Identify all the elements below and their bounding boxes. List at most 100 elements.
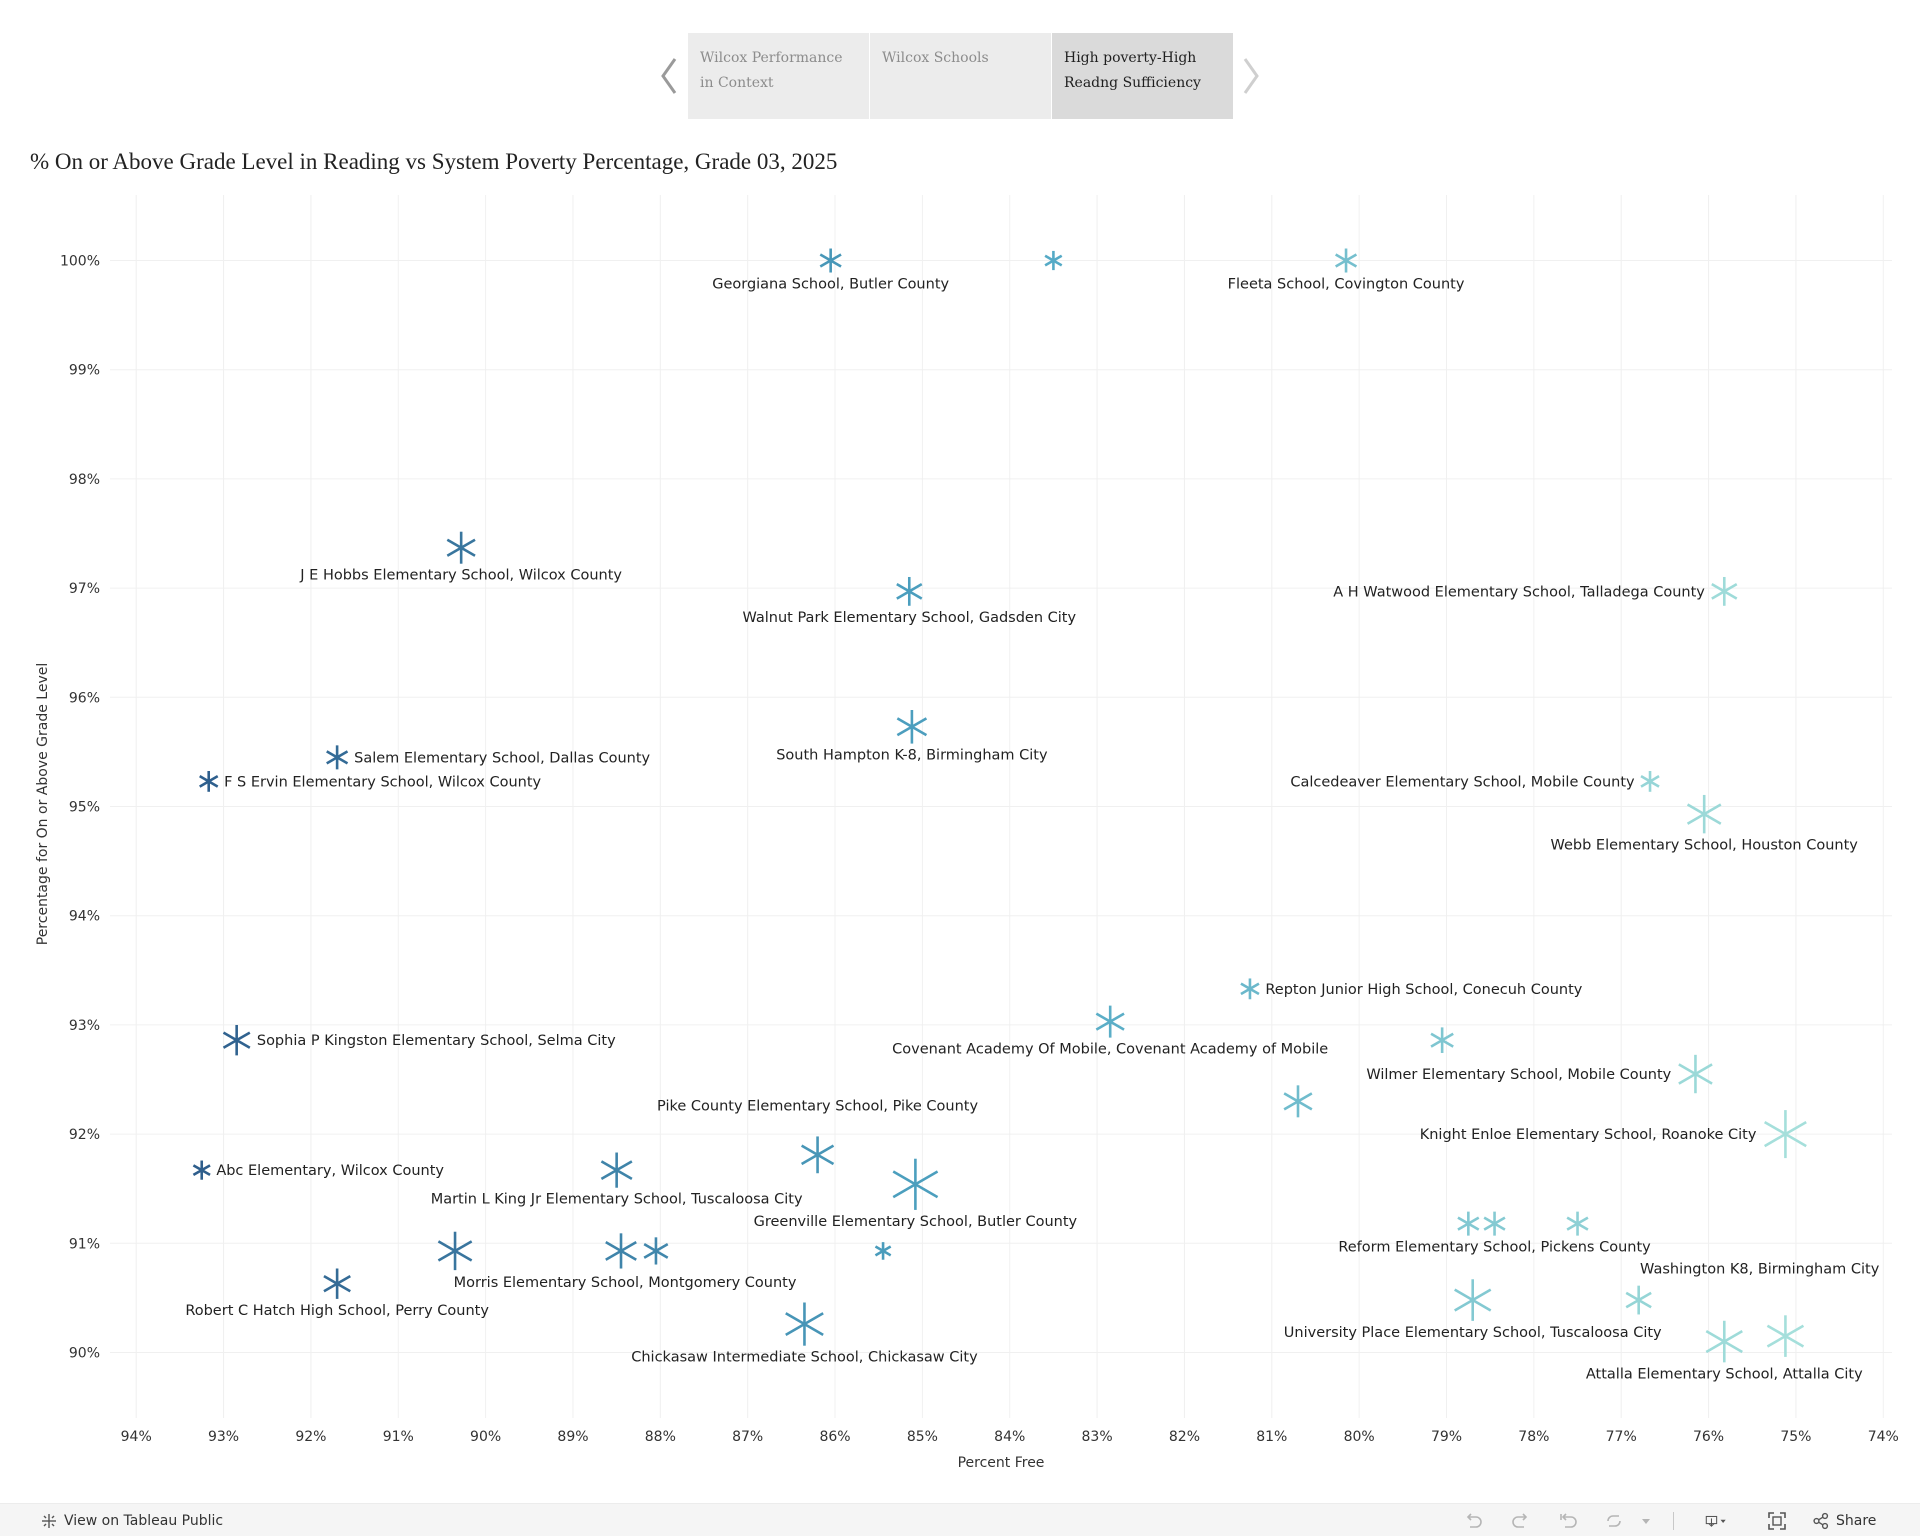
y-tick-label: 90% [69,1345,100,1361]
data-point-asterisk [1640,770,1660,792]
data-point-asterisk [1454,1279,1492,1321]
redo-icon[interactable] [1510,1511,1532,1531]
data-label: Fleeta School, Covington County [1228,277,1465,293]
tableau-logo-icon [42,1514,56,1528]
data-point-asterisk [819,248,842,273]
data-label: Reform Elementary School, Pickens County [1338,1240,1651,1256]
x-tick-label: 84% [994,1429,1025,1445]
data-point-asterisk [323,1268,351,1299]
data-label: Covenant Academy Of Mobile, Covenant Aca… [892,1042,1328,1058]
data-label: J E Hobbs Elementary School, Wilcox Coun… [299,568,622,584]
story-point-wilcox-performance[interactable]: Wilcox Performance in Context [688,33,869,119]
view-on-tableau-label: View on Tableau Public [64,1513,224,1529]
data-label: University Place Elementary School, Tusc… [1284,1325,1662,1341]
x-tick-label: 76% [1693,1429,1724,1445]
story-point-high-poverty[interactable]: High poverty-High Readng Sufficiency [1052,33,1233,119]
y-tick-label: 91% [69,1236,100,1252]
y-axis-ticks: 90% 91% 92% 93% 94% 95% 96% 97% 98% 99% 100% [60,254,100,1362]
data-label: Greenville Elementary School, Butler Cou… [754,1214,1078,1230]
x-tick-label: 90% [470,1429,501,1445]
asterisk-stroke [1095,1012,1125,1031]
y-tick-label: 93% [69,1018,100,1034]
y-tick-label: 100% [60,254,100,270]
story-point-wilcox-schools[interactable]: Wilcox Schools [870,33,1051,119]
data-label: Washington K8, Birmingham City [1640,1262,1880,1278]
data-point-asterisk [643,1237,669,1265]
undo-icon[interactable] [1462,1511,1484,1531]
data-label: Robert C Hatch High School, Perry County [185,1303,489,1319]
view-on-tableau-link[interactable]: View on Tableau Public [40,1511,223,1531]
data-point-asterisk [192,1160,211,1180]
data-label: Morris Elementary School, Montgomery Cou… [454,1275,797,1291]
share-label: Share [1836,1513,1877,1529]
x-tick-label: 94% [121,1429,152,1445]
data-point-asterisk [785,1302,824,1346]
data-point-asterisk [800,1136,835,1174]
x-axis-ticks: 94% 93% 92% 91% 90% 89% 88% 87% 86% 85% 84% 83% 82% 8… [121,1429,1899,1445]
data-label: Walnut Park Elementary School, Gadsden C… [742,610,1076,626]
data-point-asterisk [1335,248,1358,273]
data-point-asterisk [1766,1315,1805,1357]
scatter-chart: 90% 91% 92% 93% 94% 95% 96% 97% 98% 99% 100% 94% 93… [35,195,1899,1471]
data-point-asterisk [896,576,923,606]
asterisk-stroke [896,583,923,600]
x-tick-label: 79% [1431,1429,1462,1445]
data-label: Chickasaw Intermediate School, Chickasaw… [631,1350,978,1366]
y-tick-label: 92% [69,1127,100,1143]
x-tick-label: 80% [1344,1429,1375,1445]
x-tick-label: 88% [645,1429,676,1445]
data-point-asterisk [1240,978,1260,1000]
x-tick-label: 92% [295,1429,326,1445]
asterisk-stroke [1457,1216,1480,1231]
story-navigator: Wilcox Performance in Context Wilcox Sch… [655,33,1265,119]
x-tick-label: 74% [1868,1429,1899,1445]
y-tick-label: 95% [69,800,100,816]
data-label: Georgiana School, Butler County [712,277,949,293]
asterisk-stroke [192,1164,211,1177]
x-axis-label: Percent Free [958,1455,1045,1471]
asterisk-stroke [600,1160,633,1181]
asterisk-stroke [1625,1291,1652,1309]
asterisk-stroke [605,1241,637,1261]
data-point-asterisk [1430,1027,1454,1053]
asterisk-stroke [326,750,349,765]
asterisk-stroke [1763,1120,1807,1148]
x-tick-label: 82% [1169,1429,1200,1445]
previous-story-arrow-icon[interactable] [655,51,685,101]
revert-icon[interactable] [1557,1511,1579,1531]
data-label: Webb Elementary School, Houston County [1551,837,1859,853]
grid-lines [110,195,1892,1418]
asterisk-stroke [1711,583,1738,600]
fullscreen-icon[interactable] [1766,1511,1788,1531]
data-label: Sophia P Kingston Elementary School, Sel… [257,1033,616,1049]
asterisk-stroke [1705,1330,1743,1354]
data-point-asterisk [1763,1110,1807,1159]
x-tick-label: 77% [1606,1429,1637,1445]
asterisk-stroke [1566,1216,1589,1231]
data-points [192,248,1807,1363]
y-tick-label: 97% [69,581,100,597]
data-point-asterisk [896,709,928,744]
asterisk-stroke [199,775,219,788]
y-tick-label: 98% [69,472,100,488]
asterisk-stroke [643,1243,669,1259]
data-point-asterisk [326,745,349,770]
data-point-asterisk [1457,1211,1480,1236]
toolbar-divider [1673,1512,1674,1530]
data-point-asterisk [1095,1005,1125,1038]
share-button[interactable]: Share [1812,1511,1876,1531]
asterisk-stroke [222,1031,251,1049]
chart-title: % On or Above Grade Level in Reading vs … [30,149,838,174]
refresh-icon[interactable] [1603,1511,1625,1531]
download-icon[interactable] [1705,1511,1739,1531]
next-story-arrow-icon[interactable] [1235,51,1265,101]
refresh-dropdown-icon[interactable] [1635,1511,1650,1531]
data-point-asterisk [1711,576,1738,606]
asterisk-stroke [785,1312,824,1337]
asterisk-stroke [446,538,476,557]
data-point-asterisk [437,1231,473,1271]
data-point-asterisk [1044,250,1063,271]
asterisk-stroke [819,253,842,268]
asterisk-stroke [1766,1324,1805,1348]
x-tick-label: 86% [819,1429,850,1445]
